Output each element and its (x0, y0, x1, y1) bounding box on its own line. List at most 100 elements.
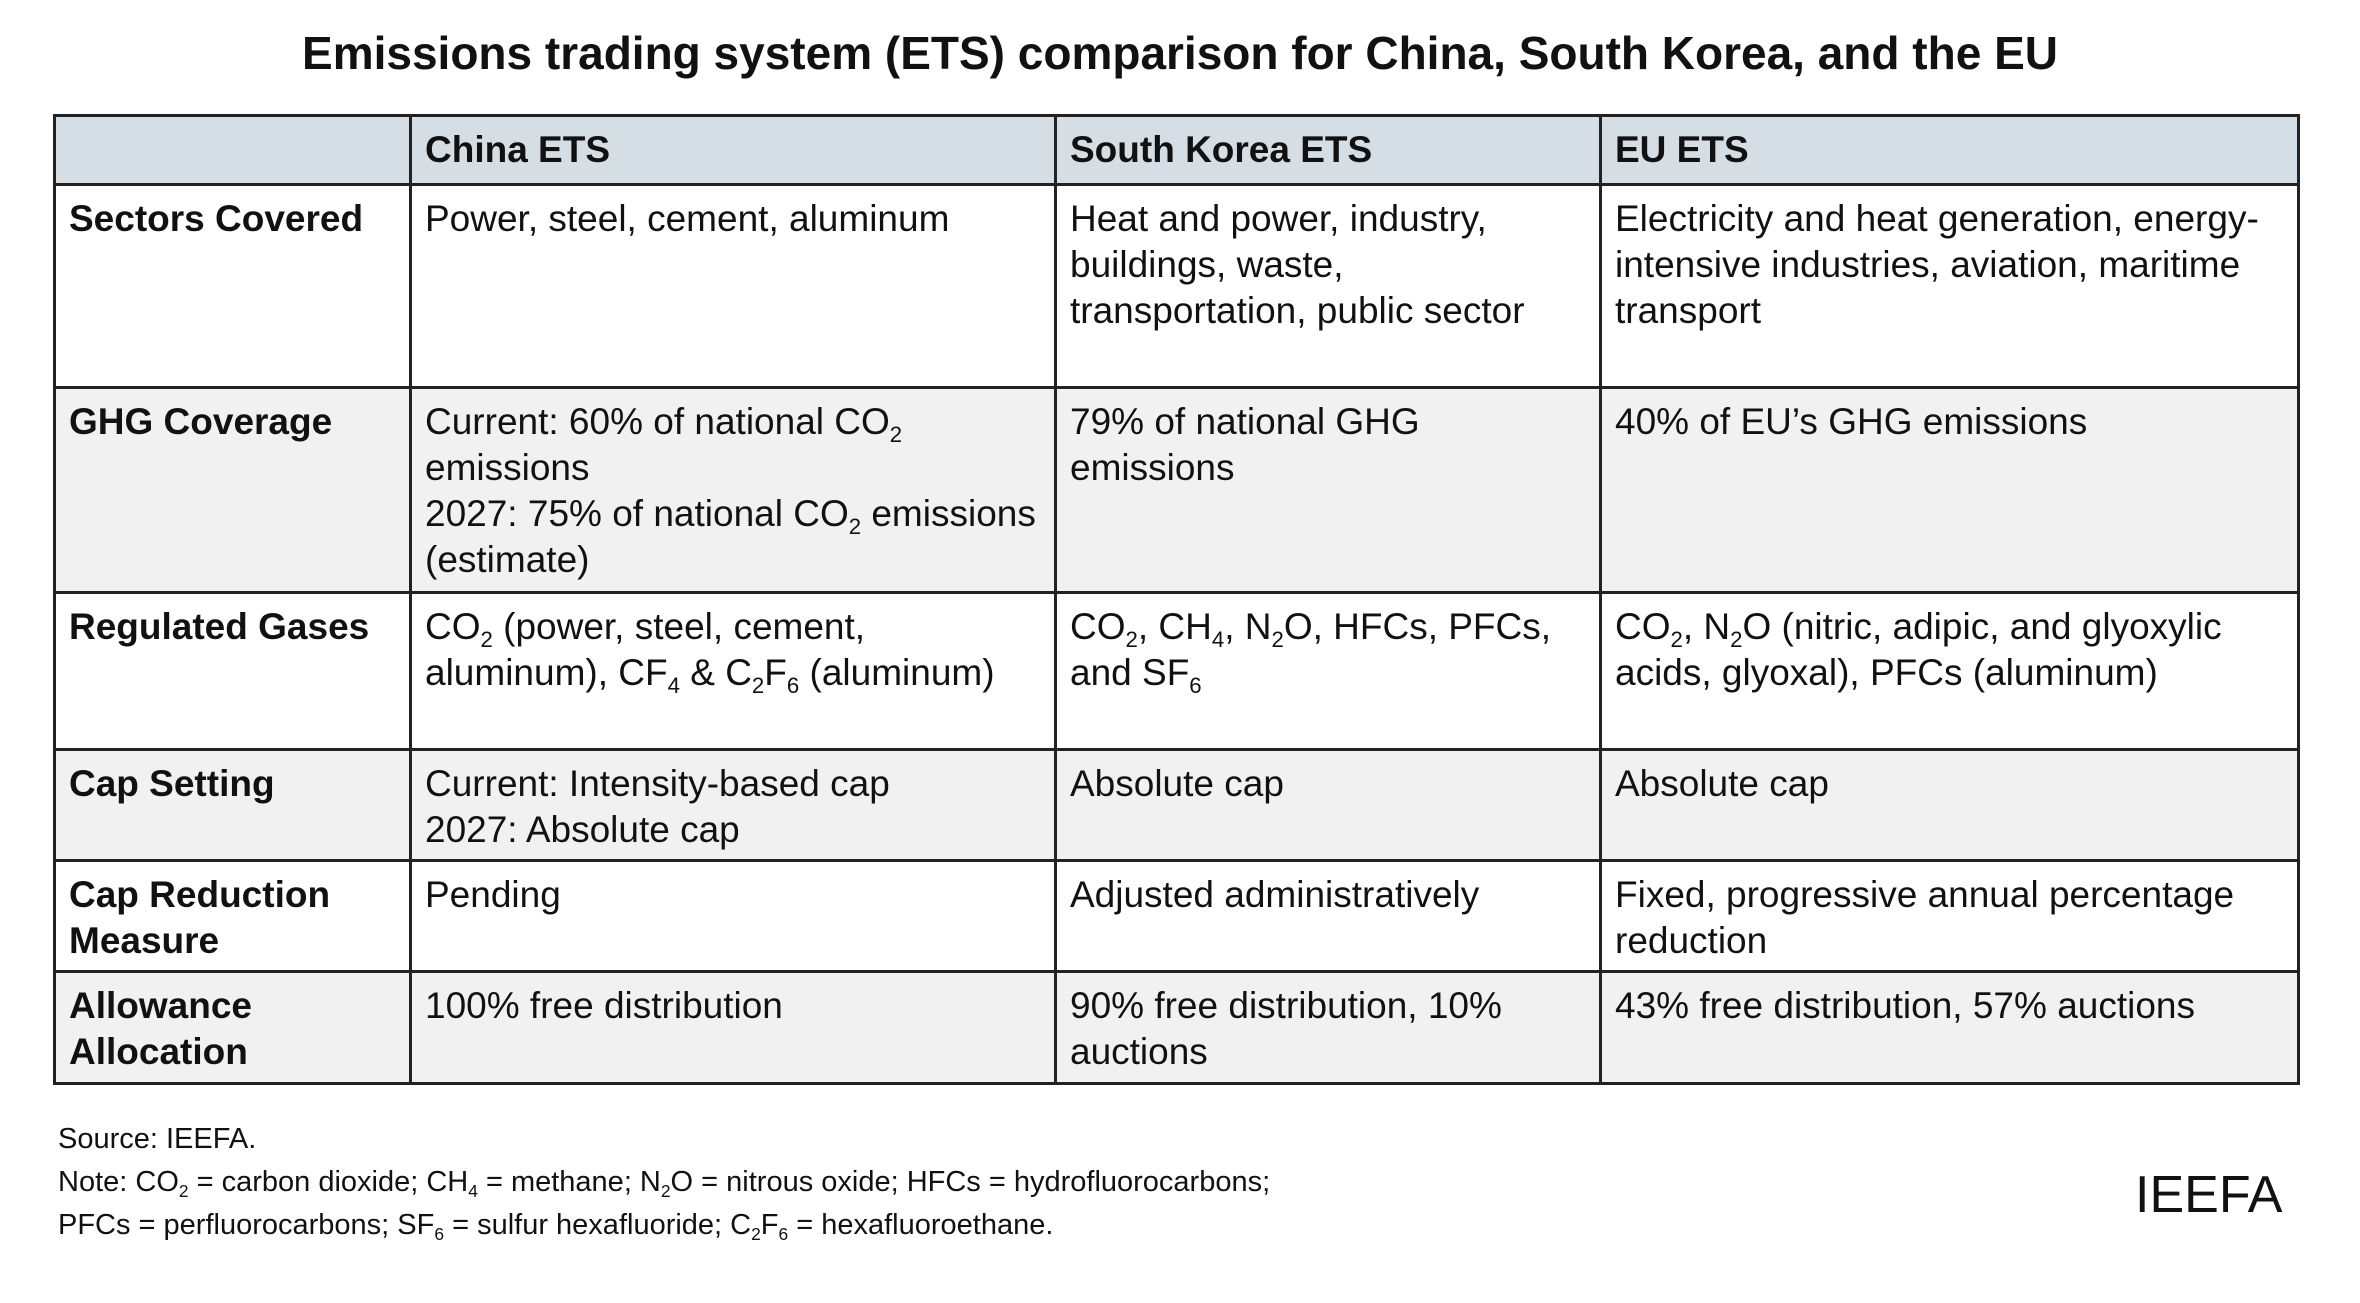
text: Regulated Gases (69, 606, 370, 647)
text: Power, steel, cement, aluminum (425, 198, 950, 239)
text: Absolute cap (1070, 763, 1284, 804)
subscript: 2 (1670, 626, 1683, 652)
text: CO (425, 606, 481, 647)
paragraph: Regulated Gases (69, 604, 396, 650)
text: Allowance Allocation (69, 985, 252, 1072)
subscript: 4 (468, 1181, 478, 1202)
table-cell: Power, steel, cement, aluminum (409, 183, 1057, 389)
paragraph: 2027: Absolute cap (425, 807, 1041, 853)
table-cell: 40% of EU’s GHG emissions (1599, 386, 2300, 594)
note-line: PFCs = perfluorocarbons; SF6 = sulfur he… (58, 1204, 1270, 1247)
text: 100% free distribution (425, 985, 783, 1026)
table-cell: 79% of national GHG emissions (1054, 386, 1602, 594)
table-cell: 100% free distribution (409, 970, 1057, 1085)
text: & C (679, 652, 752, 693)
text: = hexafluoroethane. (788, 1209, 1054, 1241)
paragraph: Cap Reduction Measure (69, 872, 396, 964)
paragraph: 90% free distribution, 10% auctions (1070, 983, 1586, 1075)
table-cell: CO2, N2O (nitric, adipic, and glyoxylic … (1599, 591, 2300, 751)
subscript: 2 (660, 1181, 671, 1202)
text: = carbon dioxide; CH (188, 1166, 469, 1198)
text: (aluminum) (799, 652, 995, 693)
subscript: 2 (178, 1181, 189, 1202)
paragraph: 100% free distribution (425, 983, 1041, 1029)
row-label: Allowance Allocation (53, 970, 412, 1085)
header-corner (53, 114, 412, 186)
paragraph: Sectors Covered (69, 196, 396, 242)
subscript: 2 (889, 421, 903, 447)
paragraph: Fixed, progressive annual percentage red… (1615, 872, 2284, 964)
text: 79% of national GHG emissions (1070, 401, 1420, 488)
row-label: Regulated Gases (53, 591, 412, 751)
text: = sulfur hexafluoride; C (444, 1209, 752, 1241)
column-header: South Korea ETS (1054, 114, 1602, 186)
subscript: 6 (434, 1224, 445, 1245)
table-row: Sectors Covered Power, steel, cement, alu… (53, 183, 2300, 389)
text: F (760, 1209, 779, 1241)
text: GHG Coverage (69, 401, 333, 442)
table-row: Cap Reduction Measure Pending Adjusted adm… (53, 859, 2300, 973)
text: CO (1070, 606, 1126, 647)
row-label: Sectors Covered (53, 183, 412, 389)
paragraph: Current: 60% of national CO2 emissions (425, 399, 1041, 491)
text: Heat and power, industry, buildings, was… (1070, 198, 1525, 331)
text: , N (1682, 606, 1731, 647)
text: = methane; N (477, 1166, 661, 1198)
logo: IEEFA (2135, 1166, 2283, 1224)
text: Current: 60% of national CO (425, 401, 890, 442)
table-cell: Pending (409, 859, 1057, 973)
subscript: 2 (751, 672, 765, 698)
text: O = nitrous oxide; HFCs = hydrofluorocar… (670, 1166, 1271, 1198)
paragraph: 43% free distribution, 57% auctions (1615, 983, 2284, 1029)
subscript: 6 (786, 672, 800, 698)
text: Cap Reduction Measure (69, 874, 331, 961)
text: , CH (1137, 606, 1212, 647)
text: PFCs = perfluorocarbons; SF (58, 1209, 435, 1241)
table-cell: Current: Intensity-based cap 2027: Absolu… (409, 748, 1057, 862)
paragraph: Cap Setting (69, 761, 396, 807)
paragraph: 40% of EU’s GHG emissions (1615, 399, 2284, 445)
paragraph: Electricity and heat generation, energy-… (1615, 196, 2284, 334)
subscript: 2 (848, 513, 862, 539)
subscript: 2 (1125, 626, 1138, 652)
note-line: Source: IEEFA. (58, 1118, 1270, 1161)
text: (power, steel, cement, aluminum), CF (425, 606, 866, 693)
row-label: Cap Reduction Measure (53, 859, 412, 973)
table-cell: Fixed, progressive annual percentage red… (1599, 859, 2300, 973)
table-cell: 90% free distribution, 10% auctions (1054, 970, 1602, 1085)
title: Emissions trading system (ETS) compariso… (302, 27, 2058, 79)
paragraph: Heat and power, industry, buildings, was… (1070, 196, 1586, 334)
subscript: 4 (1211, 626, 1225, 652)
text: Note: CO (58, 1166, 179, 1198)
table-cell: Adjusted administratively (1054, 859, 1602, 973)
text: Electricity and heat generation, energy-… (1615, 198, 2259, 331)
header-row: China ETS South Korea ETS EU ETS (53, 114, 2300, 186)
table-cell: Heat and power, industry, buildings, was… (1054, 183, 1602, 389)
text: O, HFCs, PFCs, and SF (1070, 606, 1552, 693)
text: , N (1224, 606, 1272, 647)
subscript: 6 (1189, 672, 1202, 698)
table-row: GHG Coverage Current: 60% of national CO2… (53, 386, 2300, 594)
text: Source: IEEFA. (58, 1123, 257, 1155)
column-header: EU ETS (1599, 114, 2300, 186)
subscript: 2 (1730, 626, 1743, 652)
paragraph: 2027: 75% of national CO2 emissions (est… (425, 491, 1041, 583)
table-cell: Absolute cap (1054, 748, 1602, 862)
text: emissions (425, 447, 590, 488)
text: 43% free distribution, 57% auctions (1615, 985, 2196, 1026)
row-label: GHG Coverage (53, 386, 412, 594)
text: 40% of EU’s GHG emissions (1615, 401, 2088, 442)
text: Sectors Covered (69, 198, 364, 239)
text: CO (1615, 606, 1671, 647)
text: Pending (425, 874, 561, 915)
text: 2027: 75% of national CO (425, 493, 849, 534)
column-header: China ETS (409, 114, 1057, 186)
paragraph: Pending (425, 872, 1041, 918)
note-line: Note: CO2 = carbon dioxide; CH4 = methan… (58, 1161, 1270, 1204)
table-cell: CO2, CH4, N2O, HFCs, PFCs, and SF6 (1054, 591, 1602, 751)
subscript: 2 (480, 626, 493, 652)
table-cell: 43% free distribution, 57% auctions (1599, 970, 2300, 1085)
table-cell: Absolute cap (1599, 748, 2300, 862)
text: O (nitric, adipic, and glyoxylic acids, … (1615, 606, 2222, 693)
